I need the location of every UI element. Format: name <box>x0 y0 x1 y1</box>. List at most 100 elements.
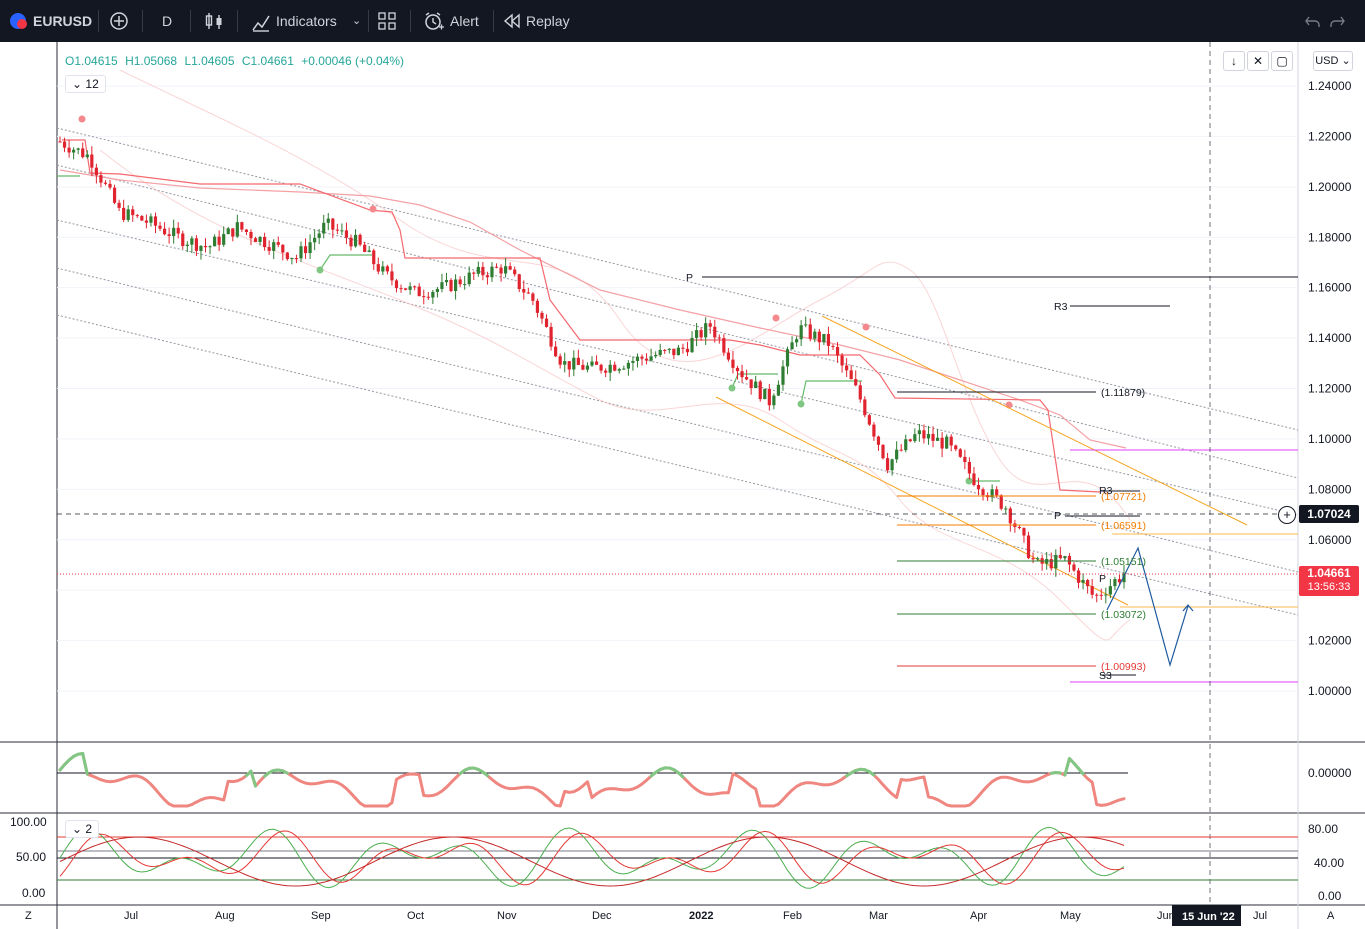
candle-body <box>240 222 244 230</box>
toolbar-divider <box>368 10 369 32</box>
candle-body <box>554 346 558 357</box>
indicator-collapse-button[interactable]: ⌄ 12 <box>65 75 106 93</box>
collapse-icon[interactable]: ✕ <box>1247 51 1269 71</box>
moving-average <box>59 139 1127 493</box>
candle-body <box>1036 558 1040 560</box>
candle-body <box>617 369 621 371</box>
currency-select[interactable]: USD ⌄ <box>1313 51 1353 71</box>
indicators-icon[interactable] <box>251 0 271 42</box>
candle-body <box>1122 573 1126 583</box>
candle-body <box>822 333 826 343</box>
undo-icon[interactable] <box>1304 0 1322 42</box>
candle-body <box>72 149 76 153</box>
replay-button[interactable]: Replay <box>526 13 570 29</box>
corner-left-label[interactable]: Z <box>25 910 32 922</box>
toolbar-divider <box>237 10 238 32</box>
candle-body <box>458 279 462 285</box>
candle-body <box>1017 526 1022 529</box>
candle-body <box>117 202 121 208</box>
candle-body <box>285 252 289 260</box>
candle-body <box>976 484 981 490</box>
candle-body <box>267 247 271 251</box>
stoch-collapse-button[interactable]: ⌄ 2 <box>65 820 100 838</box>
candle-body <box>81 148 85 158</box>
candle-body <box>1086 580 1090 587</box>
alert-button[interactable]: Alert <box>450 13 479 29</box>
layout-grid-icon[interactable] <box>377 0 397 42</box>
candle-body <box>672 348 676 356</box>
candle-body <box>1072 564 1076 571</box>
candle-body <box>958 449 962 457</box>
replay-icon[interactable] <box>502 0 522 42</box>
interval-button[interactable]: D <box>162 13 173 29</box>
arrow-down-icon[interactable]: ↓ <box>1223 51 1245 71</box>
candle-body <box>335 229 339 231</box>
candle-body <box>881 444 885 459</box>
chevron-down-icon[interactable]: ⌄ <box>352 15 362 27</box>
candle-body <box>390 271 394 281</box>
stoch-left-label: 100.00 <box>10 815 47 829</box>
candle-body <box>804 324 808 326</box>
candle-body <box>749 379 753 389</box>
maximize-icon[interactable]: ▢ <box>1271 51 1293 71</box>
pivot-dots <box>78 115 1013 485</box>
crosshair-add-icon[interactable]: + <box>1278 506 1296 524</box>
high-value: H1.05068 <box>125 54 178 68</box>
redo-icon[interactable] <box>1328 0 1346 42</box>
candle-body <box>644 358 649 361</box>
candle-body <box>417 286 421 297</box>
symbol-search-button[interactable]: EURUSD <box>33 13 93 29</box>
corner-right-label[interactable]: A <box>1327 910 1335 922</box>
candle-body <box>758 381 762 400</box>
price-axis-label: 1.00000 <box>1308 684 1352 698</box>
stoch-count: 2 <box>85 822 93 836</box>
time-label: Sep <box>311 910 331 922</box>
compare-add-icon[interactable] <box>108 0 130 42</box>
stoch-left-label: 0.00 <box>22 886 46 900</box>
candle-body <box>963 456 967 463</box>
candle-body <box>731 359 735 368</box>
orange-channel <box>715 315 1248 606</box>
candle-body <box>504 266 508 274</box>
candle-body <box>62 141 67 148</box>
candle-body <box>399 288 403 290</box>
candle-body <box>599 364 603 371</box>
osc-positive-segment <box>1077 767 1085 776</box>
candle-body <box>499 267 503 274</box>
candle-body <box>517 274 521 290</box>
candle-body <box>640 356 644 359</box>
candle-body <box>831 345 835 347</box>
candle-body <box>690 337 694 353</box>
price-axis-label: 1.16000 <box>1308 281 1352 295</box>
last-price-tag: 1.04661 13:56:33 <box>1299 566 1359 596</box>
indicators-button[interactable]: Indicators <box>276 13 337 29</box>
candle-body <box>435 288 440 292</box>
fib-label: (1.11879) <box>1101 387 1145 399</box>
candle-body <box>899 449 903 451</box>
candle-body <box>231 228 235 237</box>
candle-body <box>190 238 194 245</box>
candle-body <box>158 225 162 229</box>
price-axis-label: 1.20000 <box>1308 180 1352 194</box>
candle-body <box>1026 535 1031 559</box>
candle-body <box>381 266 385 272</box>
candle-body <box>467 272 471 285</box>
candle-body <box>340 230 344 232</box>
candle-body <box>272 242 276 251</box>
r3-label: R3 <box>1054 301 1068 313</box>
candle-style-icon[interactable] <box>203 0 225 42</box>
candle-body <box>981 489 985 496</box>
osc-axis-label: 0.00000 <box>1308 766 1352 780</box>
candle-body <box>276 242 280 245</box>
symbol-flag-icon[interactable] <box>8 0 28 42</box>
candle-body <box>808 324 812 339</box>
time-label: 2022 <box>689 910 713 922</box>
price-axis: 1.24000 1.22000 1.20000 1.18000 1.16000 1.140… <box>1308 79 1352 698</box>
alarm-clock-icon[interactable] <box>423 0 445 42</box>
candle-body <box>1104 594 1108 596</box>
candle-body <box>1004 508 1008 510</box>
candle-body <box>935 437 940 441</box>
price-axis-label: 1.08000 <box>1308 482 1352 496</box>
open-value: O1.04615 <box>65 54 118 68</box>
